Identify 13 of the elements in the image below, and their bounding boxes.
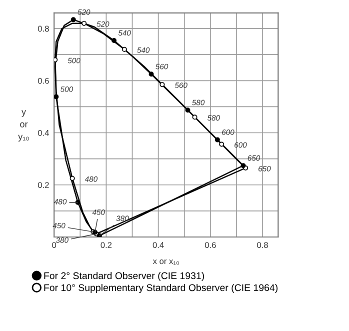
legend-label: For 2° Standard Observer (CIE 1931) [44, 272, 204, 282]
y-tick-label: 0.8 [38, 26, 49, 32]
y-tick-label: 0.4 [38, 130, 49, 136]
x-tick-label: 0.8 [257, 242, 268, 248]
x-axis-title: x or x₁₀ [152, 260, 179, 265]
x-tick-label: 0.6 [204, 242, 216, 248]
y-axis-title: y or y₁₀ [18, 110, 29, 142]
x-tick-label: 0.4 [152, 242, 164, 248]
y-tick-label: 0.6 [38, 78, 49, 84]
x-tick-label: 0 [52, 242, 56, 248]
y-tick-label: 0.2 [38, 182, 49, 188]
x-tick-label: 0.2 [100, 242, 112, 248]
legend-label: For 10° Supplementary Standard Observer (CIE 1964) [44, 284, 278, 294]
